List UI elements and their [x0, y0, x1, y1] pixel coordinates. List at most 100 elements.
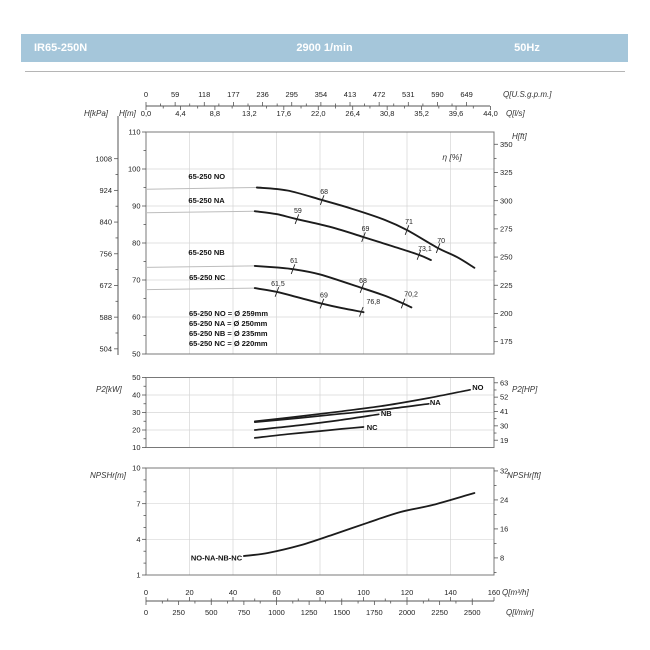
tick-label: 295: [285, 90, 298, 99]
tick-label: 8,8: [210, 109, 220, 118]
eff-label: 69: [320, 293, 328, 300]
unit-label: P2[kW]: [96, 385, 123, 394]
tick-label: 250: [500, 253, 513, 262]
tick-label: 2500: [464, 608, 481, 617]
tick-label: 0: [144, 90, 148, 99]
tick-label: 1: [136, 571, 140, 580]
tick-label: 39,6: [449, 109, 464, 118]
unit-label: H[kPa]: [84, 109, 109, 118]
eff-label: 61,5: [271, 281, 285, 288]
legend-line: 65-250 NA = Ø 250mm: [189, 319, 268, 328]
eff-label: 76,8: [367, 299, 381, 306]
lead-line: [145, 287, 255, 291]
eff-label: 73,1: [418, 246, 432, 253]
head-curve-65-250-NA: 65-250 NA 59 69 73,1: [145, 196, 432, 261]
tick-label: 0: [144, 588, 148, 597]
unit-label: H[ft]: [512, 132, 527, 141]
flow-axis-bottom: 0 20 40 60 80 100 120 140 160 0 250 500 750 1000 1250 1…: [144, 588, 534, 617]
tick-label: 35,2: [414, 109, 429, 118]
tick-label: 110: [129, 128, 141, 137]
eff-label: 61: [290, 258, 298, 265]
tick-label: 300: [500, 196, 513, 205]
tick-label: 19: [500, 436, 508, 445]
tick-label: 30,8: [380, 109, 395, 118]
tick-label: 60: [132, 313, 140, 322]
tick-label: 2000: [399, 608, 416, 617]
power-curve-NB: NB: [253, 409, 392, 431]
tick-label: 40: [229, 588, 237, 597]
lead-line: [145, 187, 257, 190]
head-kpa-axis: 1008 924 840 756 672 588 504: [95, 116, 119, 355]
eff-label: 69: [362, 226, 370, 233]
curve-label: NC: [367, 423, 378, 432]
tick-label: 118: [198, 90, 210, 99]
tick-label: 756: [99, 249, 112, 258]
tick-label: 80: [316, 588, 324, 597]
tick-label: 24: [500, 496, 508, 505]
power-chart: 50 40 30 20 10 63 52 41 30 19 P2[kW] P2[HP]: [96, 373, 538, 452]
tick-label: 20: [132, 426, 140, 435]
tick-label: 8: [500, 553, 504, 562]
eff-unit-label: η [%]: [442, 152, 462, 162]
plot-frame: [145, 467, 495, 576]
curve: [253, 210, 432, 261]
tick-label: 672: [99, 281, 112, 290]
eff-label: 68: [359, 278, 367, 285]
tick-label: 80: [132, 239, 140, 248]
curve: [243, 492, 476, 557]
unit-label: NPSHr[ft]: [507, 471, 542, 480]
tick-label: 840: [99, 218, 112, 227]
tick: [359, 306, 364, 317]
eff-label: 70,2: [404, 292, 418, 299]
curve-label: 65-250 NA: [188, 196, 225, 205]
tick: [416, 249, 422, 260]
tick: [319, 195, 325, 206]
tick-label: 590: [431, 90, 444, 99]
header-bar: IR65-250N 2900 1/min 50Hz: [21, 34, 628, 62]
tick-label: 50: [132, 373, 140, 382]
tick-label: 504: [99, 344, 112, 353]
eff-label: 59: [294, 208, 302, 215]
pump-speed-label: 2900 1/min: [296, 42, 353, 54]
tick-label: 1008: [95, 154, 112, 163]
tick-label: 20: [185, 588, 193, 597]
tick-label: 63: [500, 378, 508, 387]
unit-label: Q[l/min]: [506, 608, 534, 617]
tick-label: 175: [500, 337, 513, 346]
tick: [274, 286, 280, 297]
tick-label: 100: [357, 588, 370, 597]
curve: [253, 388, 471, 423]
tick-label: 236: [256, 90, 269, 99]
curve: [255, 186, 476, 269]
tick-label: 10: [132, 464, 140, 473]
tick-label: 30: [132, 408, 140, 417]
tick-label: 100: [128, 165, 141, 174]
tick-label: 10: [132, 443, 140, 452]
tick-label: 225: [500, 281, 513, 290]
eff-label: 68: [320, 189, 328, 196]
tick-label: 52: [500, 393, 508, 402]
curve: [253, 287, 365, 314]
curve: [253, 402, 430, 423]
tick-label: 531: [402, 90, 415, 99]
legend-line: 65-250 NC = Ø 220mm: [189, 339, 268, 348]
tick-label: 22,0: [311, 109, 326, 118]
lead-line: [145, 210, 255, 214]
tick-label: 177: [227, 90, 240, 99]
tick-label: 588: [99, 313, 112, 322]
tick-label: 649: [460, 90, 473, 99]
eff-label: 70: [437, 238, 445, 245]
unit-label: H[m]: [119, 109, 137, 118]
tick-label: 70: [132, 276, 140, 285]
lead-line: [145, 265, 255, 268]
curve-label: NO: [472, 383, 483, 392]
legend-line: 65-250 NB = Ø 235mm: [189, 329, 268, 338]
power-curve-NO: NO: [253, 383, 484, 423]
head-curve-65-250-NO: 65-250 NO 68 71 70: [145, 172, 476, 269]
unit-label: NPSHr[m]: [90, 471, 127, 480]
power-curve-NC: NC: [253, 423, 378, 439]
curve-label: NB: [381, 409, 392, 418]
tick-label: 325: [500, 168, 513, 177]
eff-label: 71: [405, 219, 413, 226]
